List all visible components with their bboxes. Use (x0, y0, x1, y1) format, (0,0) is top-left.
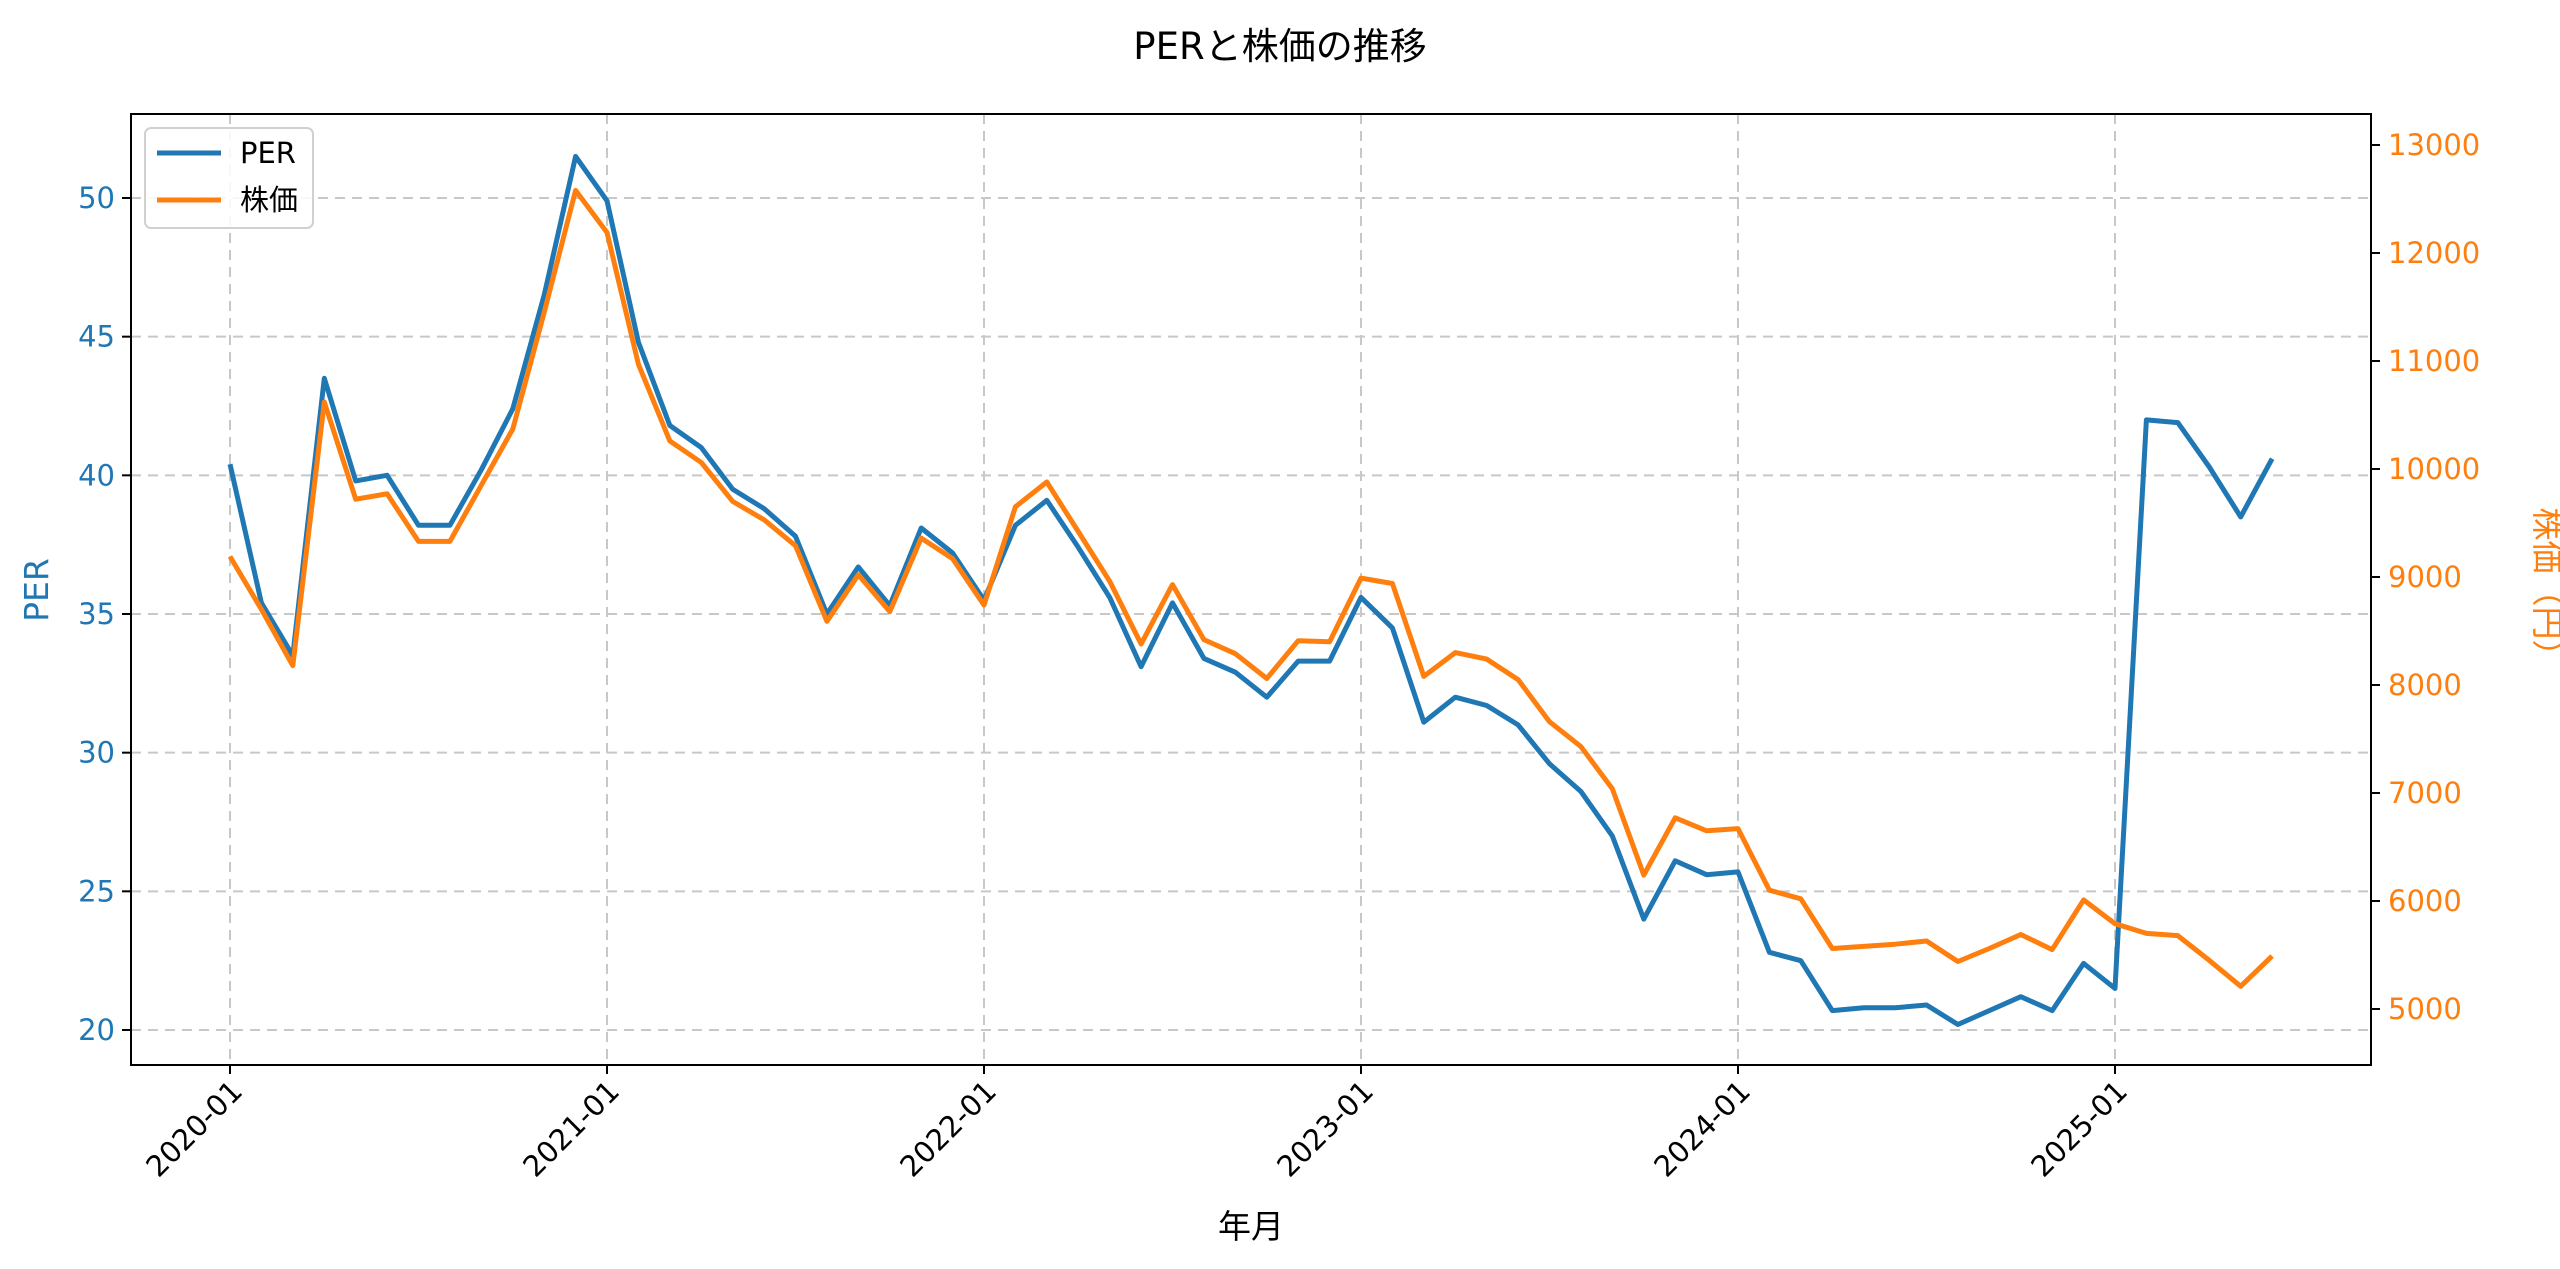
y-right-tick-label: 8000 (2388, 668, 2462, 702)
y-left-tick-label: 20 (78, 1013, 115, 1047)
grid-lines (131, 114, 2371, 1065)
legend-price-label: 株価 (240, 183, 298, 217)
y-right-tick-label: 13000 (2388, 128, 2480, 162)
y-right-tick-label: 6000 (2388, 884, 2462, 918)
x-tick-label: 2021-01 (516, 1074, 626, 1184)
price-line (227, 187, 2274, 989)
y-right-tick-label: 12000 (2388, 236, 2480, 270)
y-left-tick-label: 25 (78, 874, 115, 908)
x-tick-label: 2024-01 (1647, 1074, 1757, 1184)
y-right-tick-label: 5000 (2388, 992, 2462, 1026)
y-left-tick-label: 40 (78, 458, 115, 492)
y-right-tick-label: 9000 (2388, 560, 2462, 594)
x-tick-label: 2023-01 (1270, 1074, 1380, 1184)
chart-title: PERと株価の推移 (1133, 25, 1427, 68)
legend-per-label: PER (240, 136, 296, 170)
data-lines (227, 153, 2275, 1027)
x-tick-label: 2020-01 (139, 1074, 249, 1184)
y-right-tick-label: 10000 (2388, 452, 2480, 486)
y-right-tick-label: 7000 (2388, 776, 2462, 810)
y-left-tick-label: 35 (78, 597, 115, 631)
y-right-tick-label: 11000 (2388, 344, 2480, 378)
x-tick-label: 2025-01 (2024, 1074, 2134, 1184)
y-left-tick-label: 45 (78, 320, 115, 354)
y-left-tick-label: 50 (78, 181, 115, 215)
x-tick-label: 2022-01 (893, 1074, 1003, 1184)
per-line (227, 153, 2275, 1027)
legend: PER 株価 (144, 127, 314, 229)
y-right-axis-label: 株価（円） (2528, 508, 2560, 673)
axis-ticks: 20 25 30 35 40 45 50 5000 6000 7000 8000 9000 10000 1… (78, 128, 2480, 1184)
x-axis-label: 年月 (1218, 1207, 1284, 1246)
plot-frame (130, 113, 2372, 1066)
y-left-axis-label: PER (17, 558, 56, 622)
y-left-tick-label: 30 (78, 736, 115, 770)
